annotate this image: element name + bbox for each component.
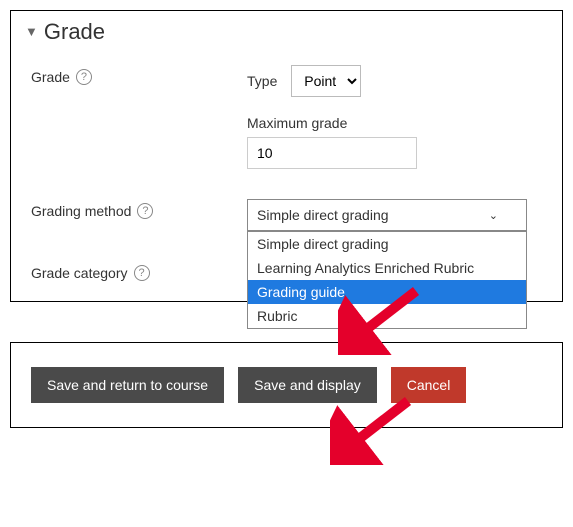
action-buttons-panel: Save and return to course Save and displ…: [10, 342, 563, 428]
grade-label: Grade: [31, 69, 70, 85]
section-title: Grade: [44, 19, 105, 45]
dropdown-option-selected[interactable]: Grading guide: [248, 280, 526, 304]
grading-method-row: Grading method ? Simple direct grading ⌄…: [31, 199, 542, 231]
cancel-button[interactable]: Cancel: [391, 367, 467, 403]
grade-row: Grade ? Type Point Maximum grade: [31, 65, 542, 169]
max-grade-subfield: Maximum grade: [247, 115, 542, 169]
dropdown-option[interactable]: Simple direct grading: [248, 232, 526, 256]
grading-method-select[interactable]: Simple direct grading ⌄: [247, 199, 527, 231]
grade-type-select[interactable]: Point: [291, 65, 361, 97]
grade-category-label-col: Grade category ?: [31, 261, 247, 281]
help-icon[interactable]: ?: [76, 69, 92, 85]
save-return-button[interactable]: Save and return to course: [31, 367, 224, 403]
grading-method-label: Grading method: [31, 203, 131, 219]
max-grade-input[interactable]: [247, 137, 417, 169]
max-grade-label: Maximum grade: [247, 115, 542, 131]
help-icon[interactable]: ?: [137, 203, 153, 219]
dropdown-option[interactable]: Learning Analytics Enriched Rubric: [248, 256, 526, 280]
grade-category-label: Grade category: [31, 265, 128, 281]
dropdown-option[interactable]: Rubric: [248, 304, 526, 328]
grade-label-col: Grade ?: [31, 65, 247, 85]
grade-field-col: Type Point Maximum grade: [247, 65, 542, 169]
grading-method-label-col: Grading method ?: [31, 199, 247, 219]
grading-method-field-col: Simple direct grading ⌄ Simple direct gr…: [247, 199, 542, 231]
grade-form-body: Grade ? Type Point Maximum grade Grading…: [11, 49, 562, 301]
grading-method-dropdown: Simple direct grading Learning Analytics…: [247, 231, 527, 329]
collapse-caret-icon: ▼: [25, 25, 38, 38]
grading-method-select-wrap: Simple direct grading ⌄ Simple direct gr…: [247, 199, 542, 231]
grade-type-label: Type: [247, 73, 277, 89]
grade-section-header[interactable]: ▼ Grade: [11, 11, 562, 49]
save-display-button[interactable]: Save and display: [238, 367, 377, 403]
help-icon[interactable]: ?: [134, 265, 150, 281]
chevron-down-icon: ⌄: [489, 209, 498, 222]
grade-section-panel: ▼ Grade Grade ? Type Point Maximum grade: [10, 10, 563, 302]
grading-method-value: Simple direct grading: [257, 207, 389, 223]
